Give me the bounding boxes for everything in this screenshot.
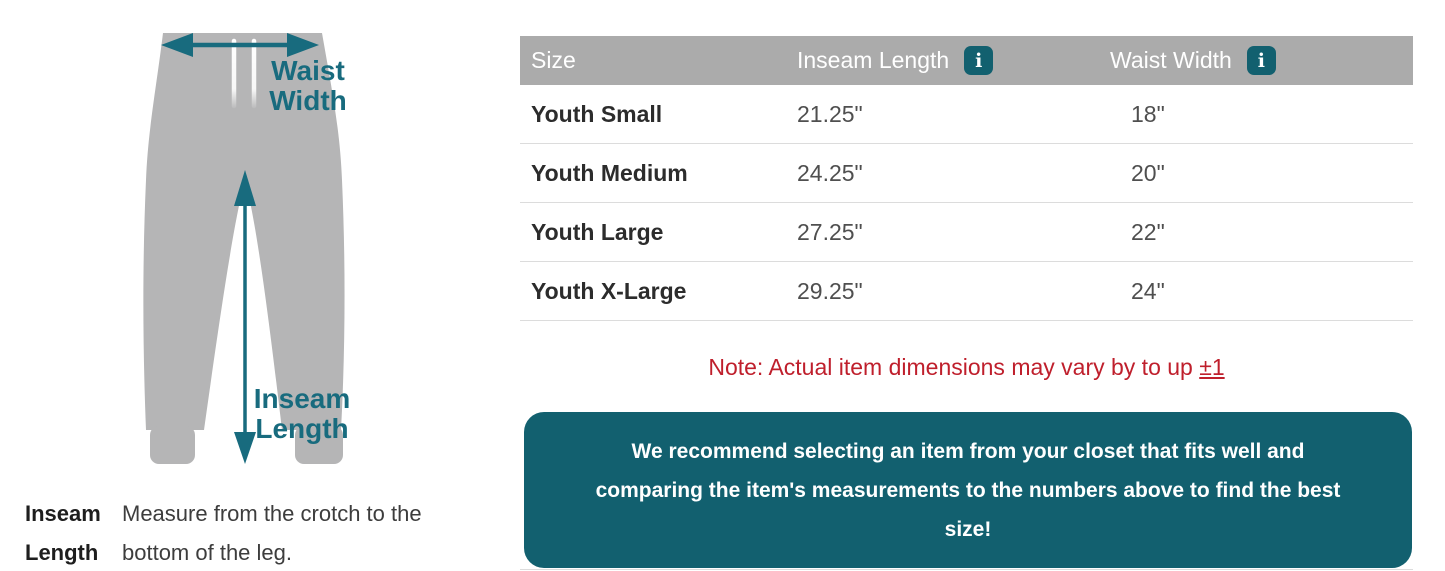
inseam-definition: Inseam Length Measure from the crotch to… [25, 494, 458, 571]
bottom-divider [520, 569, 1413, 570]
waist-cell: 18" [1131, 100, 1165, 127]
size-table: Size Inseam Length i Waist Width i Youth… [520, 36, 1413, 321]
waist-width-diagram-label: Waist Width [269, 55, 347, 116]
inseam-info-icon[interactable]: i [964, 46, 994, 75]
pants-silhouette [143, 33, 345, 430]
inseam-length-diagram-label: Inseam Length [253, 383, 351, 444]
size-cell: Youth X-Large [531, 277, 687, 304]
inseam-cell: 21.25" [797, 100, 863, 127]
table-row: Youth Medium 24.25" 20" [520, 144, 1413, 203]
inseam-column-header-label: Inseam Length [797, 47, 950, 73]
size-cell: Youth Small [531, 100, 663, 127]
tolerance-note: Note: Actual item dimensions may vary by… [520, 354, 1413, 381]
table-row: Youth Large 27.25" 22" [520, 203, 1413, 262]
waist-column-header: Waist Width i [1110, 46, 1413, 75]
inseam-definition-description: Measure from the crotch to the bottom of… [122, 501, 422, 565]
size-chart-panel: Size Inseam Length i Waist Width i Youth… [520, 0, 1413, 571]
waist-cell: 20" [1131, 159, 1165, 186]
table-row: Youth X-Large 29.25" 24" [520, 262, 1413, 321]
waist-cell: 24" [1131, 277, 1165, 304]
waist-width-arrow-icon [161, 33, 319, 57]
size-cell: Youth Medium [531, 159, 688, 186]
tolerance-note-text: Note: Actual item dimensions may vary by… [708, 354, 1200, 380]
recommendation-text: We recommend selecting an item from your… [595, 439, 1341, 541]
waist-column-header-label: Waist Width [1110, 47, 1232, 73]
pants-diagram-svg [143, 33, 345, 464]
table-row: Youth Small 21.25" 18" [520, 85, 1413, 144]
inseam-cell: 24.25" [797, 159, 863, 186]
size-cell: Youth Large [531, 218, 664, 245]
inseam-column-header: Inseam Length i [797, 46, 1110, 75]
inseam-cell: 29.25" [797, 277, 863, 304]
inseam-length-arrow-icon [234, 170, 256, 464]
pants-measurement-diagram: Waist Width Inseam Length Inseam Length … [0, 0, 500, 571]
recommendation-banner: We recommend selecting an item from your… [524, 412, 1412, 568]
size-table-header-row: Size Inseam Length i Waist Width i [520, 36, 1413, 85]
inseam-definition-term: Inseam Length [25, 501, 101, 565]
right-cuff [295, 426, 343, 464]
tolerance-value: ±1 [1199, 354, 1225, 380]
size-column-header: Size [531, 47, 576, 73]
left-cuff [150, 426, 195, 464]
waist-info-icon[interactable]: i [1246, 46, 1276, 75]
waist-cell: 22" [1131, 218, 1165, 245]
inseam-cell: 27.25" [797, 218, 863, 245]
